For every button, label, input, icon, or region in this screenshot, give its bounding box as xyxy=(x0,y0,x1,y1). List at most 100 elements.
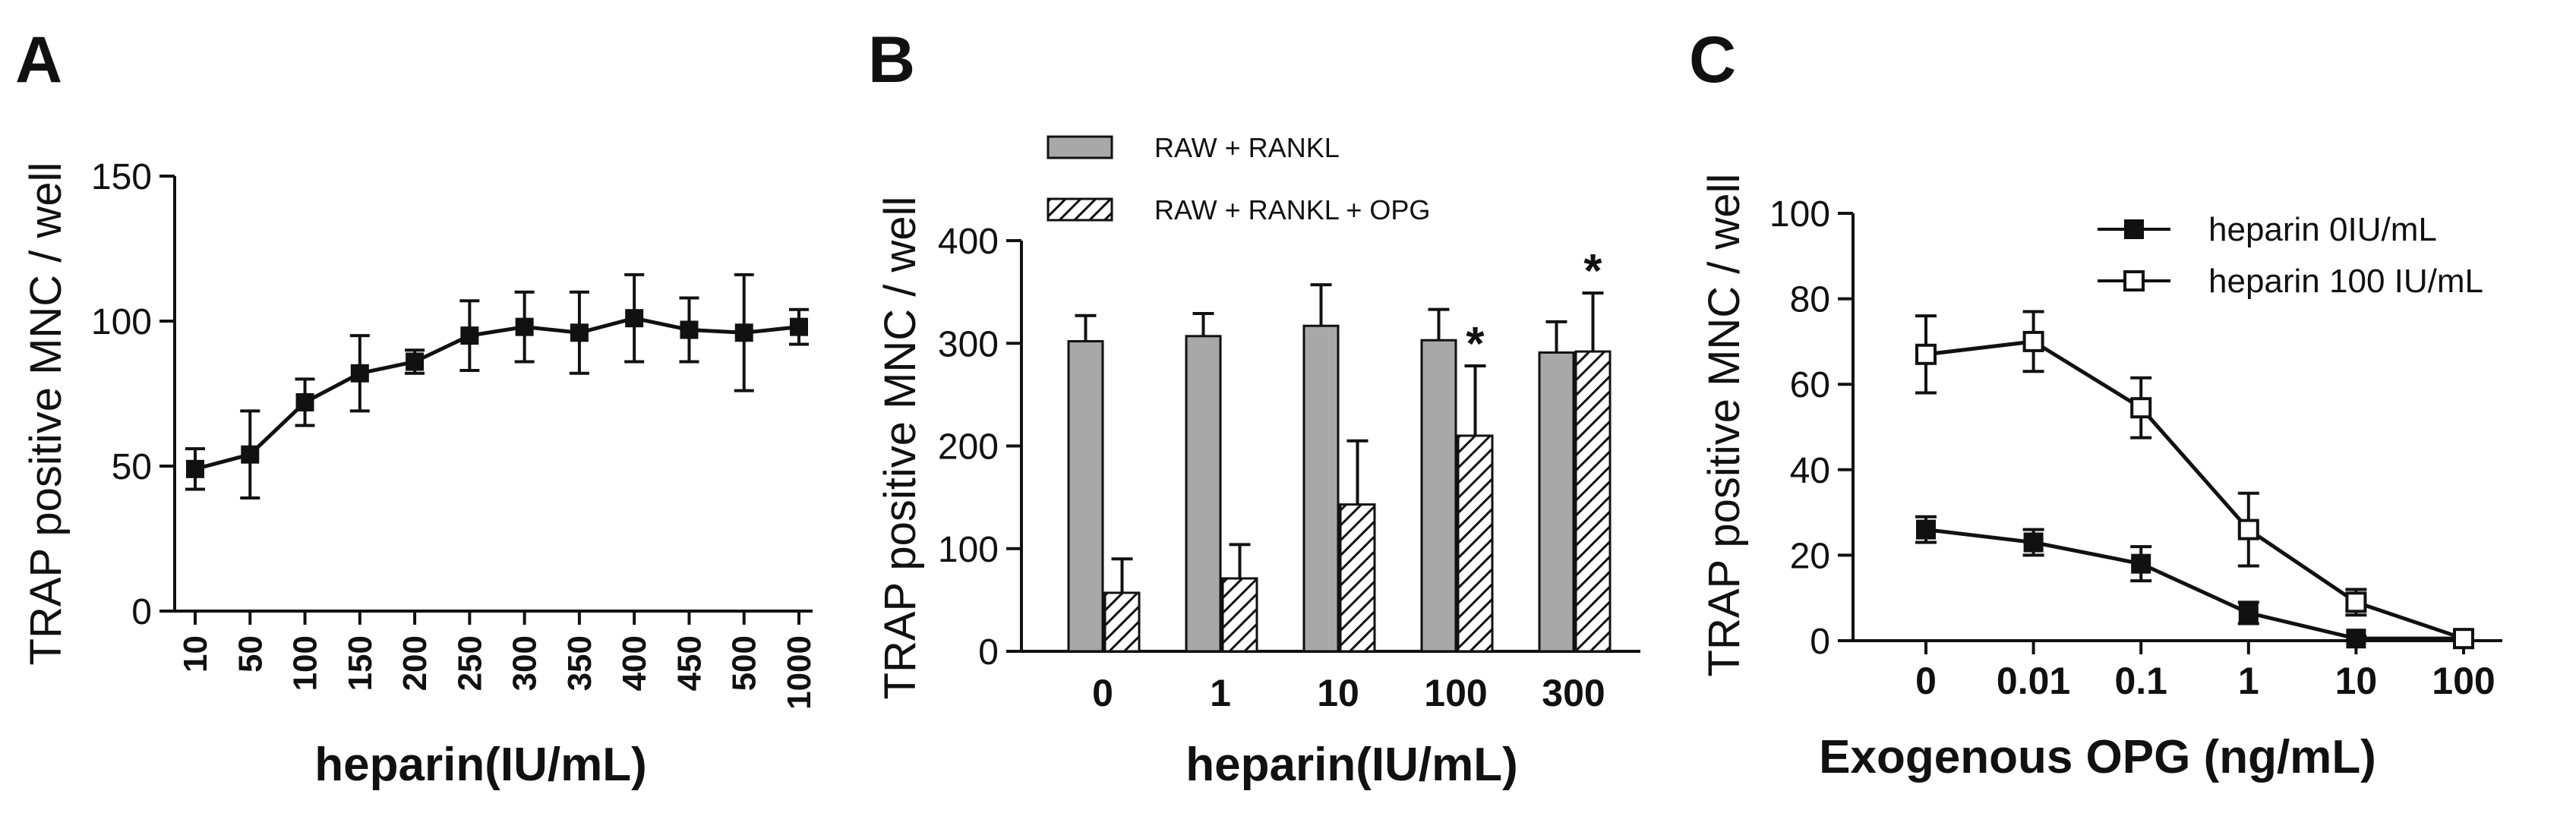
panel-c-y-axis-title: TRAP positive MNC / well xyxy=(1700,174,1749,677)
x-tick-label: 0.1 xyxy=(2114,660,2167,702)
data-point xyxy=(570,323,589,342)
panel-c-x-axis-title: Exogenous OPG (ng/mL) xyxy=(1819,731,2376,783)
panel-b-label: B xyxy=(868,24,915,96)
y-tick-label: 40 xyxy=(1790,451,1830,491)
y-tick-label: 150 xyxy=(91,157,152,197)
panel-b: B TRAP positive MNC / well heparin(IU/mL… xyxy=(868,24,1640,791)
legend-label-raw-rankl-opg: RAW + RANKL + OPG xyxy=(1154,194,1430,225)
bar-raw-rankl-opg xyxy=(1103,591,1141,653)
panel-a: A TRAP positive MNC / well heparin(IU/mL… xyxy=(15,24,818,791)
data-point xyxy=(295,392,314,411)
data-point-heparin-0 xyxy=(2131,553,2151,574)
panel-a-y-axis-title: TRAP positive MNC / well xyxy=(21,162,71,666)
bar-raw-rankl-opg xyxy=(1457,434,1494,653)
x-tick-label: 50 xyxy=(232,635,269,673)
x-tick-label: 10 xyxy=(1317,672,1359,714)
x-tick-label: 1000 xyxy=(781,635,818,710)
x-tick-label: 1 xyxy=(2238,660,2259,702)
data-point-heparin-0 xyxy=(2238,603,2259,623)
bar-raw-rankl xyxy=(1067,340,1104,653)
y-tick-label: 100 xyxy=(1769,194,1830,235)
data-point-heparin-0 xyxy=(2346,629,2366,649)
data-point xyxy=(350,364,369,383)
y-tick-label: 0 xyxy=(978,632,999,673)
x-tick-label: 400 xyxy=(616,635,653,691)
legend-label-raw-rankl: RAW + RANKL xyxy=(1154,132,1340,163)
data-point-heparin-100 xyxy=(2453,628,2474,650)
panel-b-axes: 0 100 200 300 400 0 1 10 100 300 xyxy=(938,222,1640,714)
bar-raw-rankl xyxy=(1185,335,1222,653)
bar-raw-rankl-opg xyxy=(1574,350,1612,653)
data-point xyxy=(406,352,425,371)
data-point xyxy=(186,459,204,478)
panel-c-legend: heparin 0IU/mL heparin 100 IU/mL xyxy=(2098,211,2483,300)
y-tick-label: 50 xyxy=(112,447,152,487)
bar-raw-rankl-opg xyxy=(1339,503,1376,653)
legend-label-heparin-100: heparin 100 IU/mL xyxy=(2208,263,2483,300)
bar-raw-rankl xyxy=(1538,351,1575,653)
data-point xyxy=(515,317,534,336)
bar-raw-rankl-opg xyxy=(1221,577,1258,653)
y-tick-label: 60 xyxy=(1790,365,1830,405)
panel-c-plot xyxy=(1915,310,2474,650)
legend-swatch-raw-rankl-opg xyxy=(1046,197,1113,222)
y-tick-label: 100 xyxy=(91,302,152,342)
data-point xyxy=(680,320,699,339)
y-tick-label: 300 xyxy=(938,324,999,364)
panel-c-label: C xyxy=(1689,24,1736,96)
significance-asterisk: * xyxy=(1466,318,1485,370)
legend-marker-heparin-0 xyxy=(2124,219,2144,239)
panel-b-legend: RAW + RANKL RAW + RANKL + OPG xyxy=(1046,132,1430,225)
data-point xyxy=(460,326,479,345)
panel-a-x-axis-title: heparin(IU/mL) xyxy=(314,739,646,791)
panel-b-x-axis-title: heparin(IU/mL) xyxy=(1185,739,1517,791)
x-tick-label: 10 xyxy=(2335,660,2378,702)
data-point-heparin-100 xyxy=(2022,330,2044,352)
data-line xyxy=(194,316,800,471)
panel-c: C TRAP positive MNC / well Exogenous OPG… xyxy=(1689,24,2502,783)
panel-a-plot xyxy=(185,273,809,500)
x-tick-label: 0 xyxy=(1092,672,1113,714)
y-tick-label: 0 xyxy=(131,592,152,632)
data-point-heparin-0 xyxy=(1916,519,1936,540)
x-tick-label: 250 xyxy=(451,635,488,691)
data-point xyxy=(734,323,753,342)
y-tick-label: 400 xyxy=(938,222,999,262)
x-tick-label: 100 xyxy=(2432,660,2495,702)
panel-a-axes: 0 50 100 150 10 50 100 150 200 250 300 350 400 450 500… xyxy=(91,157,818,710)
data-point xyxy=(241,445,260,464)
y-tick-label: 200 xyxy=(938,427,999,468)
x-tick-label: 100 xyxy=(287,635,324,691)
y-tick-label: 0 xyxy=(1810,622,1830,662)
data-point-heparin-100 xyxy=(2130,397,2152,419)
x-tick-label: 0.01 xyxy=(1997,660,2070,702)
series-line-heparin-100 xyxy=(1925,339,2464,641)
panel-c-axes: 0 20 40 60 80 100 0 0.01 0.1 1 10 100 xyxy=(1769,194,2502,702)
y-tick-label: 80 xyxy=(1790,280,1830,320)
x-tick-label: 0 xyxy=(1915,660,1937,702)
data-point-heparin-100 xyxy=(2237,518,2259,540)
bar-raw-rankl xyxy=(1302,324,1340,653)
x-tick-label: 300 xyxy=(1542,672,1605,714)
y-tick-label: 100 xyxy=(938,530,999,570)
data-point xyxy=(625,309,644,328)
panel-b-plot: ** xyxy=(1067,245,1612,653)
data-point-heparin-100 xyxy=(2345,591,2367,613)
panel-a-label: A xyxy=(15,24,62,96)
data-point-heparin-100 xyxy=(1915,343,1937,365)
x-tick-label: 1 xyxy=(1210,672,1231,714)
x-tick-label: 350 xyxy=(561,635,598,691)
data-point xyxy=(790,317,808,336)
series-line-heparin-0 xyxy=(1925,528,2464,641)
x-tick-label: 200 xyxy=(396,635,434,691)
x-tick-label: 300 xyxy=(507,635,544,691)
x-tick-label: 450 xyxy=(671,635,708,691)
x-tick-label: 500 xyxy=(726,635,763,691)
data-point-heparin-0 xyxy=(2023,532,2044,553)
x-tick-label: 150 xyxy=(342,635,379,691)
legend-marker-heparin-100 xyxy=(2123,270,2145,291)
y-tick-label: 20 xyxy=(1790,536,1830,576)
legend-label-heparin-0: heparin 0IU/mL xyxy=(2208,211,2437,248)
x-tick-label: 100 xyxy=(1424,672,1487,714)
